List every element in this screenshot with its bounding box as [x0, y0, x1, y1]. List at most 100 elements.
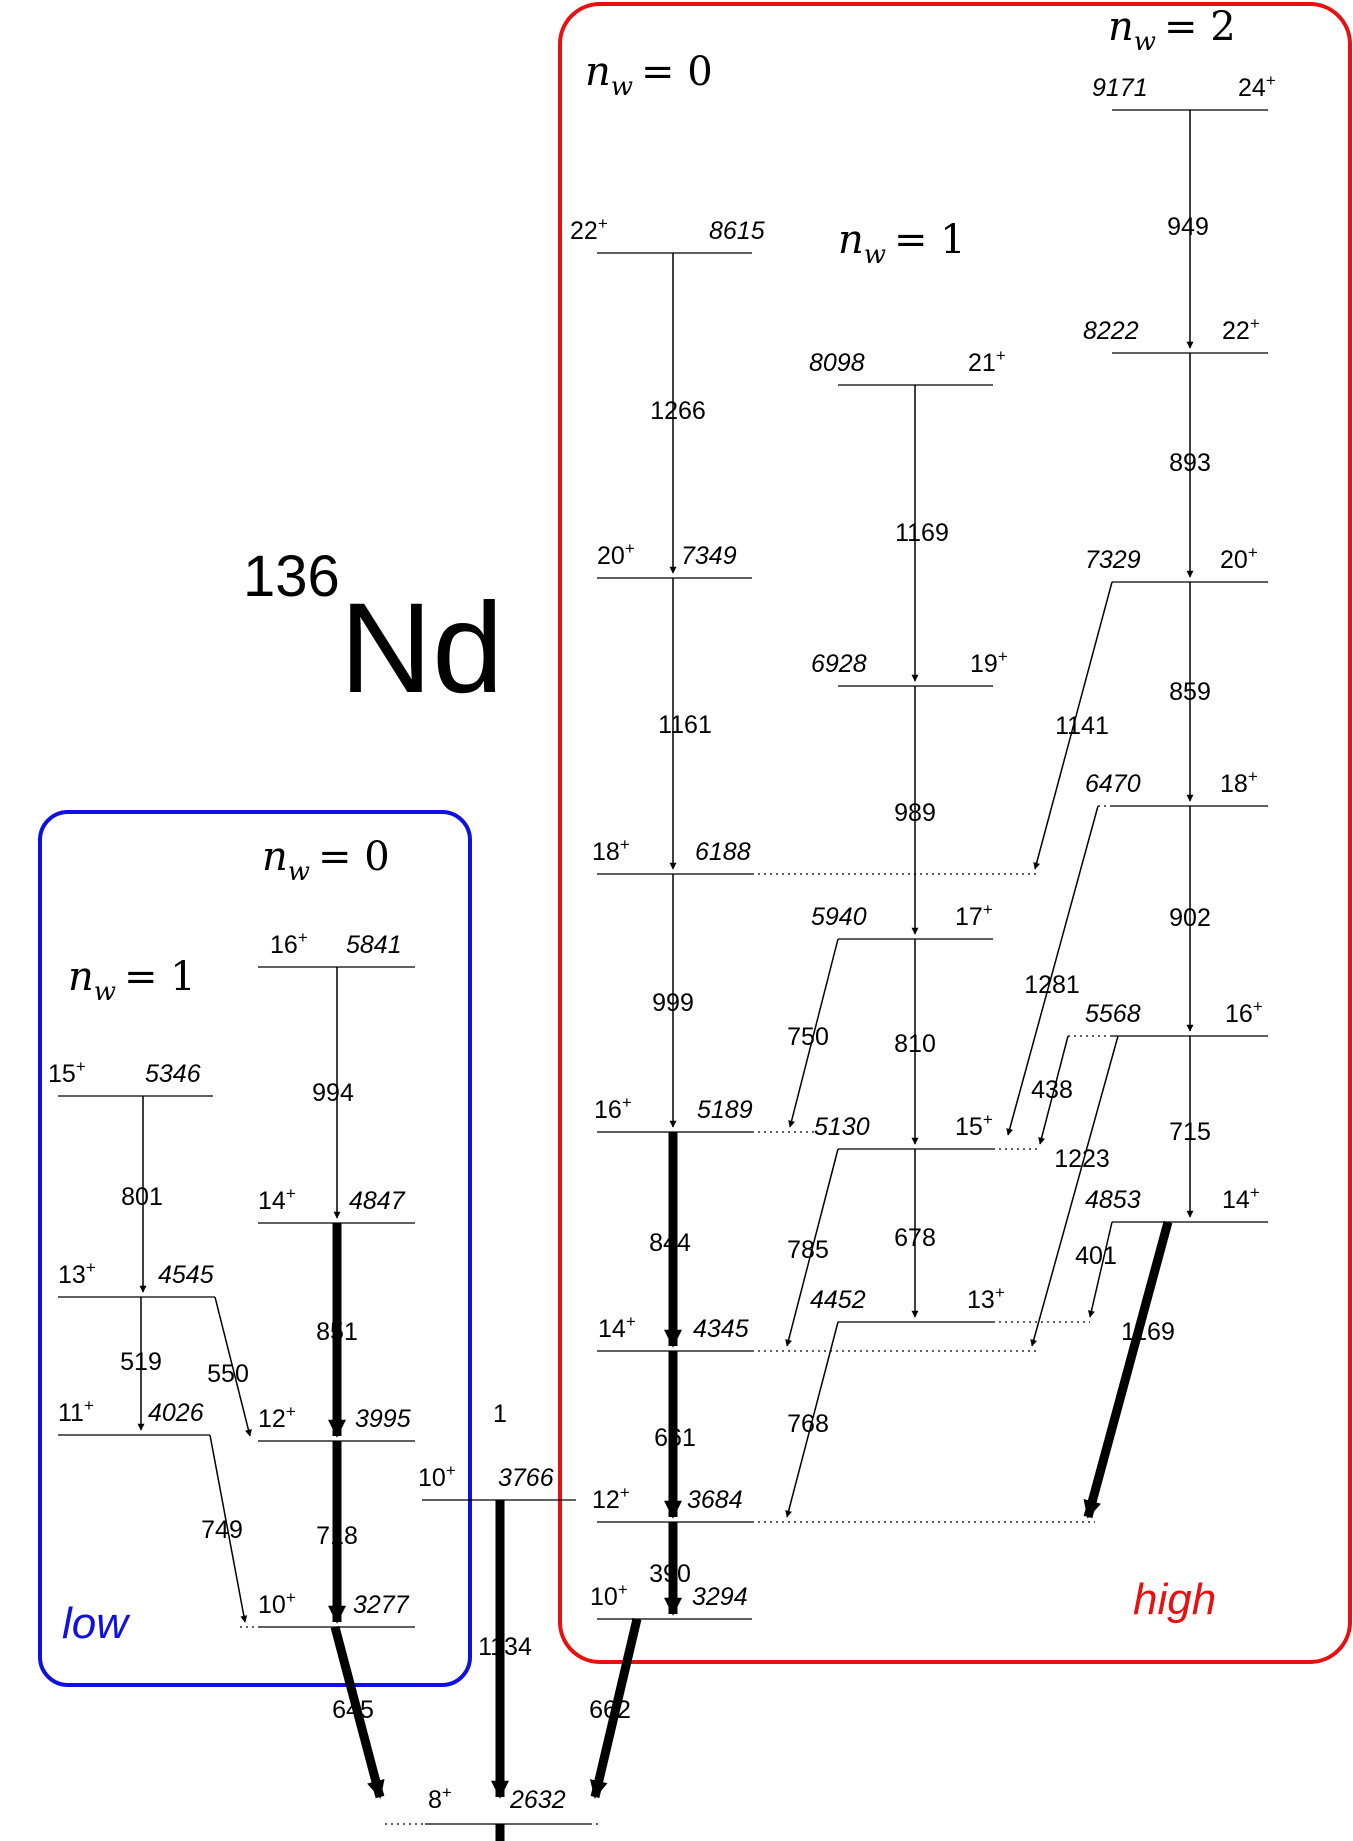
transition-energy-1266: 1266 [650, 397, 706, 425]
transition-energy-810: 810 [894, 1030, 936, 1058]
transition-energy-438: 438 [1031, 1076, 1073, 1104]
spin-label-9171: 24+ [1238, 71, 1276, 102]
level-energy-4545: 4545 [158, 1261, 214, 1289]
high-region-label: high [1133, 1575, 1216, 1624]
low-region-box [38, 810, 472, 1687]
spin-label-3766: 10+ [418, 1461, 456, 1492]
level-energy-9171: 9171 [1092, 74, 1148, 102]
mass-number: 136 [243, 544, 340, 609]
level-energy-4452: 4452 [810, 1286, 866, 1314]
spin-label-4847: 14+ [258, 1184, 296, 1215]
transition-energy-851: 851 [316, 1318, 358, 1346]
level-energy-5130: 5130 [814, 1113, 870, 1141]
transition-energy-749: 749 [201, 1516, 243, 1544]
spin-label-3995: 12+ [258, 1402, 296, 1433]
transition-energy-768: 768 [787, 1410, 829, 1438]
transition-energy-844: 844 [649, 1229, 691, 1257]
transition-energy-718: 718 [316, 1522, 358, 1550]
spin-label-8098: 21+ [968, 346, 1006, 377]
transition-arrow-1169 [1083, 1220, 1173, 1519]
transition-arrow-401 [1088, 1221, 1113, 1318]
spin-label-3277: 10+ [258, 1588, 296, 1619]
spin-label-3684: 12+ [592, 1483, 630, 1514]
spin-label-7349: 20+ [597, 539, 635, 570]
level-energy-3277: 3277 [353, 1591, 410, 1619]
spin-label-5346: 15+ [48, 1057, 86, 1088]
transition-arrow-662 [589, 1617, 642, 1799]
spin-label-4853: 14+ [1222, 1183, 1260, 1214]
transition-energy-519: 519 [120, 1348, 162, 1376]
level-energy-5940: 5940 [811, 903, 867, 931]
level-energy-7349: 7349 [681, 542, 737, 570]
transition-energy-801: 801 [121, 1183, 163, 1211]
spin-label-5130: 15+ [955, 1110, 993, 1141]
nucleus-title: 136Nd [243, 544, 503, 720]
element-symbol: Nd [340, 577, 504, 720]
transition-arrow-1141 [1033, 581, 1113, 870]
level-energy-4026: 4026 [148, 1399, 204, 1427]
level-energy-4853: 4853 [1085, 1186, 1141, 1214]
spin-label-5940: 17+ [955, 900, 993, 931]
label-1: 1 [493, 1400, 507, 1428]
transition-energy-645: 645 [332, 1696, 374, 1724]
transition-arrow-438 [1038, 1035, 1069, 1145]
level-energy-6928: 6928 [811, 650, 867, 678]
spin-label-3294: 10+ [590, 1580, 628, 1611]
spin-label-4026: 11+ [58, 1396, 94, 1427]
spin-label-6928: 19+ [970, 647, 1008, 678]
level-energy-4847: 4847 [349, 1187, 406, 1215]
transition-energy-989: 989 [894, 799, 936, 827]
spin-label-8615: 22+ [570, 214, 608, 245]
transition-energy-390: 390 [649, 1560, 691, 1588]
transition-energy-715: 715 [1169, 1118, 1211, 1146]
level-energy-3766: 3766 [498, 1464, 554, 1492]
level-energy-3995: 3995 [355, 1405, 411, 1433]
spin-label-4345: 14+ [598, 1312, 636, 1343]
transition-arrow-550 [214, 1296, 252, 1437]
spin-label-2632: 8+ [428, 1783, 452, 1814]
transition-arrow-785 [785, 1148, 839, 1347]
level-energy-6188: 6188 [695, 838, 751, 866]
level-energy-5841: 5841 [346, 931, 402, 959]
nw-high-band3: nw = 2 [1108, 4, 1236, 57]
spin-label-5568: 16+ [1225, 997, 1263, 1028]
spin-label-5189: 16+ [594, 1093, 632, 1124]
level-energy-8222: 8222 [1083, 317, 1139, 345]
level-energy-4345: 4345 [693, 1315, 749, 1343]
level-energy-6470: 6470 [1085, 770, 1141, 798]
transition-arrow-1223 [1030, 1035, 1119, 1347]
transition-energy-1169: 1169 [895, 519, 949, 547]
transition-arrow-749 [209, 1434, 248, 1623]
transition-energy-785: 785 [787, 1236, 829, 1264]
transition-energy-662: 662 [589, 1696, 631, 1724]
spin-label-6188: 18+ [592, 835, 630, 866]
transition-arrow-768 [785, 1321, 839, 1518]
transition-arrow-1281 [1006, 805, 1099, 1136]
high-region-box [558, 2, 1352, 1664]
nw-high-band2: nw = 1 [838, 217, 966, 270]
transition-energy-1169: 1169 [1121, 1318, 1175, 1346]
level-energy-5346: 5346 [145, 1060, 201, 1088]
transition-energy-999: 999 [652, 989, 694, 1017]
level-energy-3684: 3684 [687, 1486, 743, 1514]
transition-arrow-645 [330, 1625, 385, 1799]
level-energy-8098: 8098 [809, 349, 865, 377]
nw-low-band2: nw = 0 [262, 834, 390, 887]
spin-label-7329: 20+ [1220, 543, 1258, 574]
transition-energy-1223: 1223 [1054, 1145, 1110, 1173]
level-energy-5568: 5568 [1085, 1000, 1141, 1028]
level-energy-7329: 7329 [1085, 546, 1141, 574]
spin-label-4545: 13+ [58, 1258, 96, 1289]
level-energy-5189: 5189 [697, 1096, 753, 1124]
spin-label-5841: 16+ [270, 928, 308, 959]
transition-energy-1161: 1161 [658, 711, 712, 739]
transition-energy-1141: 1141 [1055, 712, 1109, 740]
spin-label-6470: 18+ [1220, 767, 1258, 798]
spin-label-4452: 13+ [967, 1283, 1005, 1314]
transition-energy-994: 994 [312, 1079, 354, 1107]
transition-energy-1281: 1281 [1024, 971, 1080, 999]
transition-energy-401: 401 [1075, 1242, 1117, 1270]
level-energy-8615: 8615 [709, 217, 765, 245]
transition-energy-949: 949 [1167, 213, 1209, 241]
